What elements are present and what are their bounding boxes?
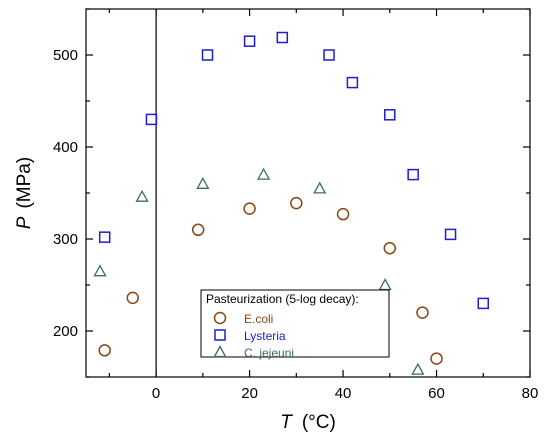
x-tick-label: 80 [522,385,539,402]
data-point-circle [126,291,139,305]
data-point-square [98,231,111,243]
data-point-circle [416,306,429,319]
legend-label: Lysteria [244,329,286,343]
data-point-square [276,31,289,44]
legend-marker-circle [213,311,227,325]
data-point-triangle [135,189,149,202]
data-point-circle [98,344,111,357]
y-tick-label: 300 [53,231,78,248]
data-point-circle [336,207,350,221]
data-point-square [407,168,419,181]
data-point-circle [430,352,443,365]
data-point-square [477,297,490,310]
data-point-square [201,49,214,61]
series-square [98,31,490,310]
data-point-triangle [378,278,392,291]
series-triangle [93,167,425,375]
data-point-square [243,35,256,47]
y-axis-unit: (MPa) [14,157,35,209]
x-axis: 0 20 40 60 80 [108,9,539,402]
x-tick-label: 40 [335,385,352,402]
x-tick-label: 0 [152,385,160,402]
y-axis-title: P (MPa) [14,157,35,229]
y-tick-label: 200 [53,323,78,340]
data-point-triangle [93,264,107,277]
data-point-triangle [196,176,210,189]
data-point-circle [383,241,397,255]
legend: Pasteurization (5-log decay): E.coli Lyst… [200,289,390,360]
data-point-square [145,113,158,126]
data-point-circle [290,196,303,210]
data-point-triangle [411,362,425,375]
data-point-square [346,76,359,89]
x-axis-title: T (°C) [280,412,336,433]
y-axis: 200 300 400 500 [53,8,530,378]
x-tick-label: 20 [241,385,258,402]
x-axis-unit: (°C) [302,412,336,433]
legend-label: C. jejeuni [244,346,294,360]
data-point-square [323,49,335,61]
x-axis-symbol: T [280,412,293,433]
x-tick-label: 60 [428,385,445,402]
data-point-circle [191,223,205,237]
y-tick-label: 500 [53,47,78,64]
y-axis-symbol: P [14,216,35,229]
data-point-square [384,109,396,121]
data-point-square [444,228,457,241]
series-circle [98,196,443,365]
data-marks [93,31,490,375]
legend-marker-triangle [213,345,227,358]
legend-label: E.coli [244,312,273,326]
legend-marker-square [214,329,226,341]
y-tick-label: 400 [53,139,78,156]
data-point-circle [243,202,256,215]
data-point-triangle [313,181,327,194]
legend-title: Pasteurization (5-log decay): [206,292,359,306]
data-point-triangle [257,167,271,180]
legend-box [200,289,390,358]
